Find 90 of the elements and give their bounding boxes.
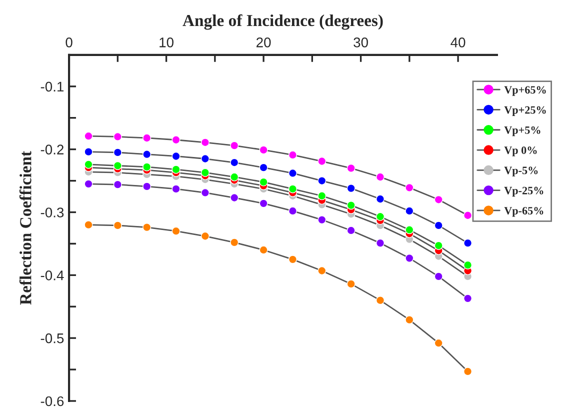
point xyxy=(200,168,210,177)
legend-label: Vp+5% xyxy=(504,126,540,136)
point xyxy=(259,199,268,208)
y-tick-label: -0.5 xyxy=(40,333,64,344)
legend-label: Vp-25% xyxy=(504,186,544,197)
point xyxy=(346,280,356,288)
point xyxy=(376,212,385,221)
point xyxy=(200,138,210,147)
point xyxy=(259,146,268,154)
point xyxy=(318,176,326,186)
point xyxy=(142,182,152,191)
point xyxy=(463,211,472,220)
point xyxy=(230,158,239,167)
point xyxy=(230,172,239,182)
point xyxy=(230,238,239,247)
point xyxy=(288,150,298,160)
point xyxy=(230,193,239,202)
point xyxy=(463,238,472,248)
point xyxy=(346,226,356,235)
point xyxy=(142,150,152,159)
point xyxy=(434,241,443,250)
point xyxy=(113,161,122,170)
point xyxy=(84,132,93,140)
y-tick-label: -0.3 xyxy=(40,208,64,218)
point xyxy=(259,178,268,186)
point xyxy=(142,162,152,172)
point xyxy=(434,195,443,204)
legend-label: Vp+25% xyxy=(504,106,546,116)
point xyxy=(172,152,180,161)
y-axis-title: Reflection Coefficient xyxy=(19,150,32,305)
point xyxy=(84,180,93,188)
point xyxy=(230,141,239,150)
point xyxy=(84,160,93,169)
point xyxy=(288,206,298,216)
point xyxy=(200,188,210,198)
point xyxy=(405,226,414,234)
point xyxy=(200,232,210,240)
point xyxy=(288,168,298,178)
point xyxy=(434,272,443,281)
point xyxy=(405,254,414,262)
point xyxy=(84,148,93,156)
point xyxy=(113,148,122,157)
point xyxy=(172,226,180,236)
point xyxy=(113,132,122,142)
point xyxy=(172,136,180,144)
point xyxy=(259,163,268,172)
point xyxy=(318,156,326,166)
legend-label: Vp 0% xyxy=(504,146,537,156)
point xyxy=(376,238,385,248)
point xyxy=(113,221,122,230)
point xyxy=(318,266,326,276)
point xyxy=(259,246,268,254)
legend-label: Vp-5% xyxy=(504,166,538,176)
point xyxy=(84,220,93,230)
point xyxy=(405,316,414,324)
point xyxy=(113,180,122,189)
point xyxy=(376,194,385,204)
point xyxy=(376,296,385,305)
point xyxy=(405,206,414,216)
point xyxy=(318,192,326,200)
point xyxy=(346,164,356,172)
x-tick-label: 0 xyxy=(66,38,72,48)
point xyxy=(463,294,472,303)
point xyxy=(376,172,385,182)
y-tick-label: -0.4 xyxy=(40,270,64,280)
legend-label: Vp-65% xyxy=(504,206,544,217)
point xyxy=(463,367,472,376)
point xyxy=(172,165,180,174)
x-tick-label: 30 xyxy=(354,38,368,48)
point xyxy=(172,184,180,194)
x-tick-label: 40 xyxy=(450,38,466,48)
point xyxy=(288,184,298,194)
point xyxy=(434,338,443,348)
point xyxy=(318,216,326,224)
x-axis-title: Angle of Incidence (degrees) xyxy=(182,14,383,30)
point xyxy=(142,134,152,142)
point xyxy=(346,201,356,210)
y-tick-label: -0.2 xyxy=(40,144,64,154)
point xyxy=(288,255,298,264)
point xyxy=(463,260,472,270)
x-tick-label: 10 xyxy=(160,38,174,48)
point xyxy=(346,184,356,193)
point xyxy=(434,221,443,230)
point xyxy=(142,223,152,232)
legend-label: Vp+65% xyxy=(504,86,546,96)
point xyxy=(200,154,210,164)
x-tick-label: 20 xyxy=(256,38,271,48)
point xyxy=(405,183,414,192)
y-tick-label: -0.1 xyxy=(40,82,64,92)
y-tick-label: -0.6 xyxy=(40,396,64,406)
